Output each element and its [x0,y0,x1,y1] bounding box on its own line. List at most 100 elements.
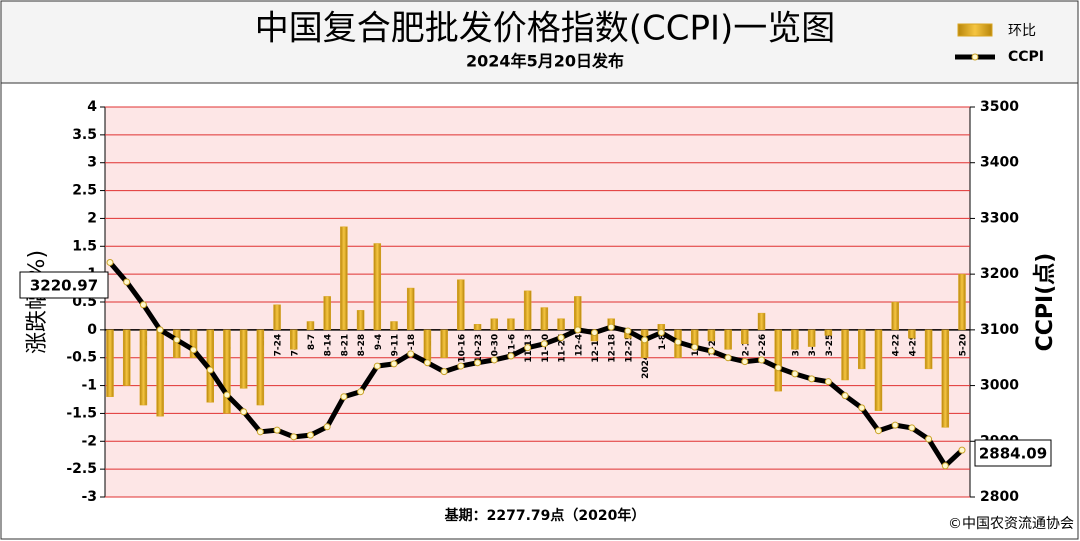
x-tick-label: 8-28 [357,334,367,357]
bar [189,329,198,358]
bar [824,329,833,336]
value-label: 2884.09 [979,445,1047,463]
bar [457,279,465,331]
y-tick-label: -2.5 [66,461,97,477]
header-box [0,0,1079,84]
ccpi-point [173,336,181,344]
x-tick-label: 11-27 [558,334,568,363]
x-tick-label: 10-23 [474,334,484,363]
y-tick-label: 3 [87,155,97,171]
copyright: ©中国农资流通协会 [948,516,1074,532]
ccpi-point [306,431,314,439]
ccpi-point [791,370,799,378]
y-tick-label: 2.5 [72,183,97,199]
y2-tick-label: 3000 [980,378,1019,394]
ccpi-point [758,356,766,364]
x-tick-label: 11-6 [507,334,517,357]
x-tick-label: 2-26 [758,334,768,357]
ccpi-point [607,323,615,331]
ccpi-point [357,388,365,396]
ccpi-point [156,326,164,334]
x-tick-label: 8-14 [324,334,334,357]
ccpi-point [958,446,966,454]
ccpi-point [674,338,682,346]
bar [340,226,348,331]
ccpi-point [908,424,916,432]
bar [874,329,883,411]
y-tick-label: -1 [81,378,97,394]
y-tick-label: 1.5 [72,238,97,254]
ccpi-point [824,378,832,386]
x-tick-label: 9-18 [407,334,417,357]
bar [741,329,749,345]
y-axis-title: 涨跌幅(%) [25,250,50,354]
bar [323,296,331,331]
chart-title: 中国复合肥批发价格指数(CCPI)一览图 [255,9,836,49]
x-tick-label: 12-25 [624,334,634,363]
y-tick-label: 4 [87,99,97,115]
bar [122,329,131,386]
bar [273,304,281,331]
x-tick-label: 1-29 [708,334,718,357]
ccpi-point [707,347,715,355]
x-tick-label: 10-16 [457,334,467,363]
x-tick-label: 2-19 [741,334,751,357]
bar [423,329,432,361]
ccpi-point [273,426,281,434]
bar [256,329,265,406]
ccpi-point [474,359,482,367]
ccpi-point [206,366,214,374]
y2-tick-label: 3400 [980,155,1019,171]
x-tick-label: 9-11 [391,334,401,357]
x-tick-label: 7-24 [274,334,284,357]
y2-tick-label: 3500 [980,99,1019,115]
x-tick-label: 12-4 [574,334,584,357]
chart-subtitle: 2024年5月20日发布 [466,52,624,71]
y-tick-label: 0 [87,322,97,338]
ccpi-point [290,433,298,441]
ccpi-point [440,368,448,376]
value-callout-box [19,271,109,299]
bar [290,329,298,350]
ccpi-point [340,393,348,401]
bar [807,329,816,347]
ccpi-point [925,435,933,443]
bar [724,329,732,350]
bar [440,329,448,358]
ccpi-point [724,354,732,362]
bar [156,329,164,417]
ccpi-line [108,260,964,469]
y2-tick-label: 3300 [980,210,1019,226]
ccpi-point [808,375,816,383]
bar [356,310,365,331]
ccpi-point [590,329,598,337]
ccpi-point [741,358,749,366]
x-tick-label: 12-11 [591,334,601,363]
value-callout-box [974,439,1052,467]
x-tick-label: 8-21 [340,334,350,357]
legend-swatch [957,23,993,37]
bar [774,329,782,392]
bar [941,329,950,428]
ccpi-point [139,301,147,309]
bar [106,329,114,397]
y-tick-label: -2 [81,433,97,449]
ccpi-point [106,258,114,266]
bar [490,318,498,331]
ccpi-point [240,408,248,416]
ccpi-point [858,404,866,412]
bar [574,296,582,331]
ccpi-point [190,346,198,354]
ccpi-point [657,329,665,337]
ccpi-point [574,326,582,334]
ccpi-point [223,391,231,399]
x-tick-label: 3-25 [825,334,835,357]
bar [657,324,666,331]
y-tick-label: -1.5 [66,405,97,421]
y2-axis-title: CCPI(点) [1032,253,1058,352]
bar [507,318,515,331]
bar [858,329,866,370]
legend-marker [971,53,979,61]
